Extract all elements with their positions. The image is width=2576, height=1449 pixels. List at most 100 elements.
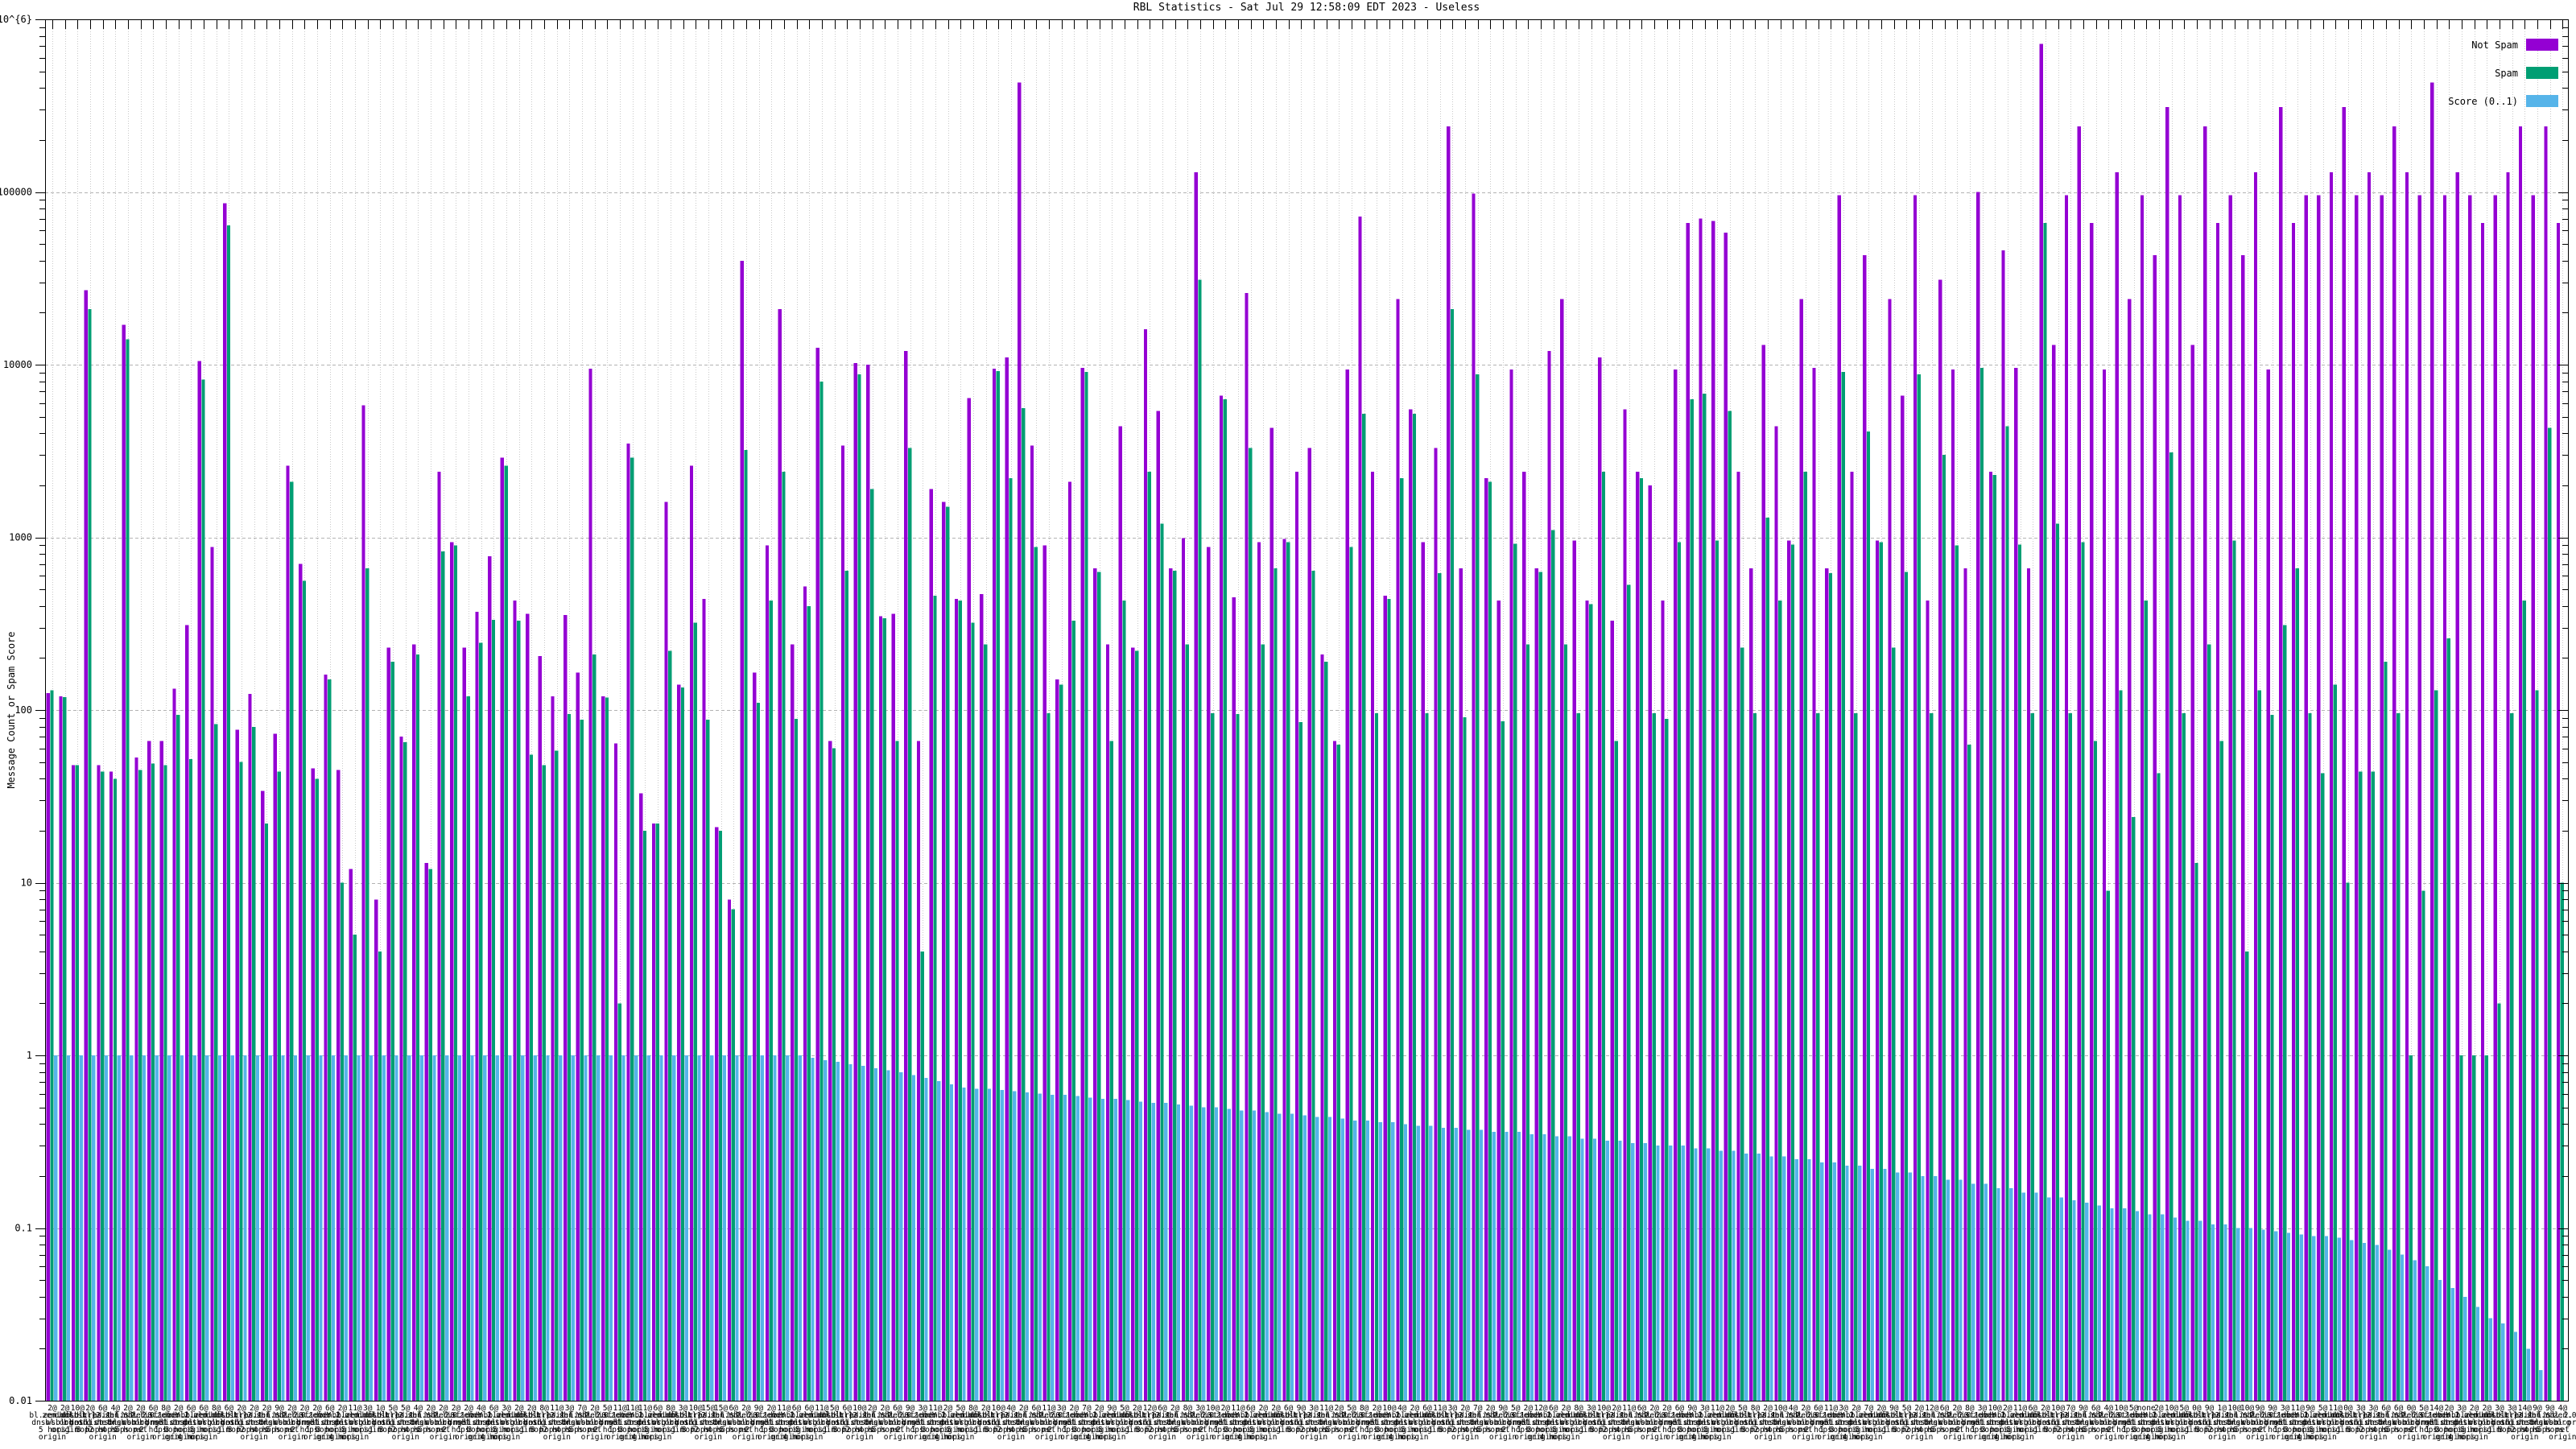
x-tick-label: 11@ bl.zen.db. dnsbl.org 5 hops origin xyxy=(1997,1404,2043,1442)
bar xyxy=(1875,540,1880,1401)
x-tick-label: 3@ db.2.old. dnsbl.org origin 4 hops xyxy=(1684,1404,1725,1442)
bar xyxy=(336,770,341,1401)
bar xyxy=(130,1055,134,1401)
y-ticks xyxy=(35,19,2568,1402)
bar xyxy=(1870,1169,1874,1401)
horizontal-gridlines xyxy=(45,19,2568,1402)
x-tick-label: 6@ bl.zen.db. dnsbl.org 5 hops origin xyxy=(786,1404,832,1442)
bar xyxy=(2337,1237,2341,1401)
bar xyxy=(188,758,193,1401)
x-tick-label: 6@ 1.zen.bl. list.net 3 hops origin xyxy=(309,1404,350,1442)
bar xyxy=(840,445,845,1401)
bar xyxy=(992,368,997,1401)
bar xyxy=(2526,1348,2530,1401)
bar xyxy=(597,1055,601,1401)
bar xyxy=(1576,712,1580,1401)
bar xyxy=(1963,568,1967,1402)
bar xyxy=(495,1055,499,1401)
x-tick-label: 2@ 0.zen.Y. dnsbl.org 1 hop origin xyxy=(1205,1404,1246,1442)
bar xyxy=(437,471,441,1401)
x-tick-label: 6@ db.2.old. dnsbl.org origin 4 hops xyxy=(171,1404,212,1442)
bar xyxy=(403,742,407,1401)
bar xyxy=(2144,601,2148,1401)
bar xyxy=(344,1055,348,1401)
bar xyxy=(1765,518,1769,1401)
x-tick-label: 8@ zen.dnsbl. wsbl.net origin xyxy=(647,1404,693,1435)
bar xyxy=(2409,1055,2413,1401)
bar xyxy=(1211,712,1215,1401)
bar xyxy=(151,763,155,1401)
y-tick-label: 10 xyxy=(21,877,32,889)
bar xyxy=(753,672,757,1401)
bar xyxy=(2539,1370,2543,1401)
x-tick-label: 2@ Y.zen.0. wsbl.org net origin xyxy=(425,1404,462,1442)
x-tick-label: 6@ db.2.old. dnsbl.org origin 4 hops xyxy=(473,1404,514,1442)
bar xyxy=(2388,1249,2392,1401)
bar xyxy=(1269,427,1274,1401)
bar xyxy=(1744,1154,1748,1401)
bar xyxy=(664,502,668,1402)
bar xyxy=(769,601,773,1401)
x-tick-label: 6@ sbl.ubl.2. dnsbl.org 5 hops xyxy=(1922,1404,1967,1435)
bar xyxy=(659,1055,663,1401)
bar xyxy=(2468,195,2472,1401)
bar xyxy=(1138,1101,1143,1401)
bar xyxy=(1434,448,1438,1401)
x-tick-label: 11@ ps.1.list. dnsbl.com 4 hops xyxy=(1606,1404,1652,1435)
x-tick-label: 8@ old.credit. dnsbl.net 3 hops xyxy=(1730,1404,1781,1435)
bar xyxy=(1601,471,1606,1401)
x-tick-label: 2@ db.list.1. bl.org 1 hop xyxy=(963,1404,1009,1435)
bar xyxy=(2077,126,2081,1401)
bar xyxy=(1143,329,1148,1402)
bar xyxy=(984,644,988,1401)
x-tick-label: 3@ 0.zen.Y. dnsbl.org 1 hop origin xyxy=(1962,1404,2003,1442)
x-tick-label: 10@ bl-2.zen. list.org 2 hops origin xyxy=(839,1404,880,1442)
bar xyxy=(1530,1133,1534,1401)
bar xyxy=(702,599,706,1401)
x-tick-label: 2@ Y.zen.0. wsbl.org net origin xyxy=(576,1404,613,1442)
bar xyxy=(142,1055,147,1401)
x-tick-label: 2@ zen.dnsbl. wsbl.net origin xyxy=(1859,1404,1905,1435)
bar xyxy=(239,762,243,1401)
bar xyxy=(1274,568,1278,1402)
bar xyxy=(432,1055,436,1401)
bar xyxy=(1109,741,1113,1401)
bar xyxy=(2501,1323,2505,1401)
bar xyxy=(866,365,870,1401)
bar xyxy=(2178,195,2182,1401)
bar xyxy=(2359,771,2363,1401)
bar xyxy=(299,564,303,1402)
bar xyxy=(1971,1183,1975,1401)
bar xyxy=(639,793,643,1401)
legend-item-spam: Spam xyxy=(2448,67,2558,79)
bar xyxy=(159,741,163,1401)
bar xyxy=(488,556,492,1402)
bar xyxy=(987,1088,992,1401)
bar xyxy=(2097,1205,2101,1401)
bar xyxy=(2055,523,2060,1401)
bar xyxy=(1298,722,1302,1401)
bar xyxy=(176,714,180,1401)
bar xyxy=(1429,1125,1433,1401)
bar xyxy=(1257,542,1261,1401)
bar xyxy=(470,1055,474,1401)
x-tick-label: 1@ db.list.1. bl.org 1 hop xyxy=(357,1404,403,1435)
x-tick-label: 3@ 2.list.db. bl.net 2 hops xyxy=(1038,1404,1084,1435)
bar xyxy=(2017,544,2022,1401)
bar xyxy=(75,765,79,1401)
bar xyxy=(1080,367,1084,1401)
bar xyxy=(962,1088,966,1401)
x-tick-label: 9@ ps.1.list. dnsbl.com 4 hops xyxy=(2060,1404,2106,1435)
bar xyxy=(601,696,605,1401)
x-tick-label: 8@ 2.list.db. bl.net 2 hops xyxy=(1946,1404,1992,1435)
x-tick-label: 4@ 1.zen.bl. list.net 3 hops origin xyxy=(460,1404,502,1442)
x-tick-label: 10@ old.credit. dnsbl.net 3 hops xyxy=(1579,1404,1629,1435)
bar xyxy=(1391,1122,1395,1401)
bar xyxy=(967,398,971,1402)
x-tick-label: 5@ bl-2.zen. list.org 2 hops origin xyxy=(385,1404,426,1442)
x-tick-label: 9@ ps.1.list. dnsbl.com 4 hops xyxy=(2514,1404,2560,1435)
bar xyxy=(1425,712,1429,1401)
bar xyxy=(1934,1175,1938,1401)
bar xyxy=(824,1059,828,1401)
x-tick-label: 3@ old.credit. dnsbl.net 3 hops xyxy=(2487,1404,2537,1435)
